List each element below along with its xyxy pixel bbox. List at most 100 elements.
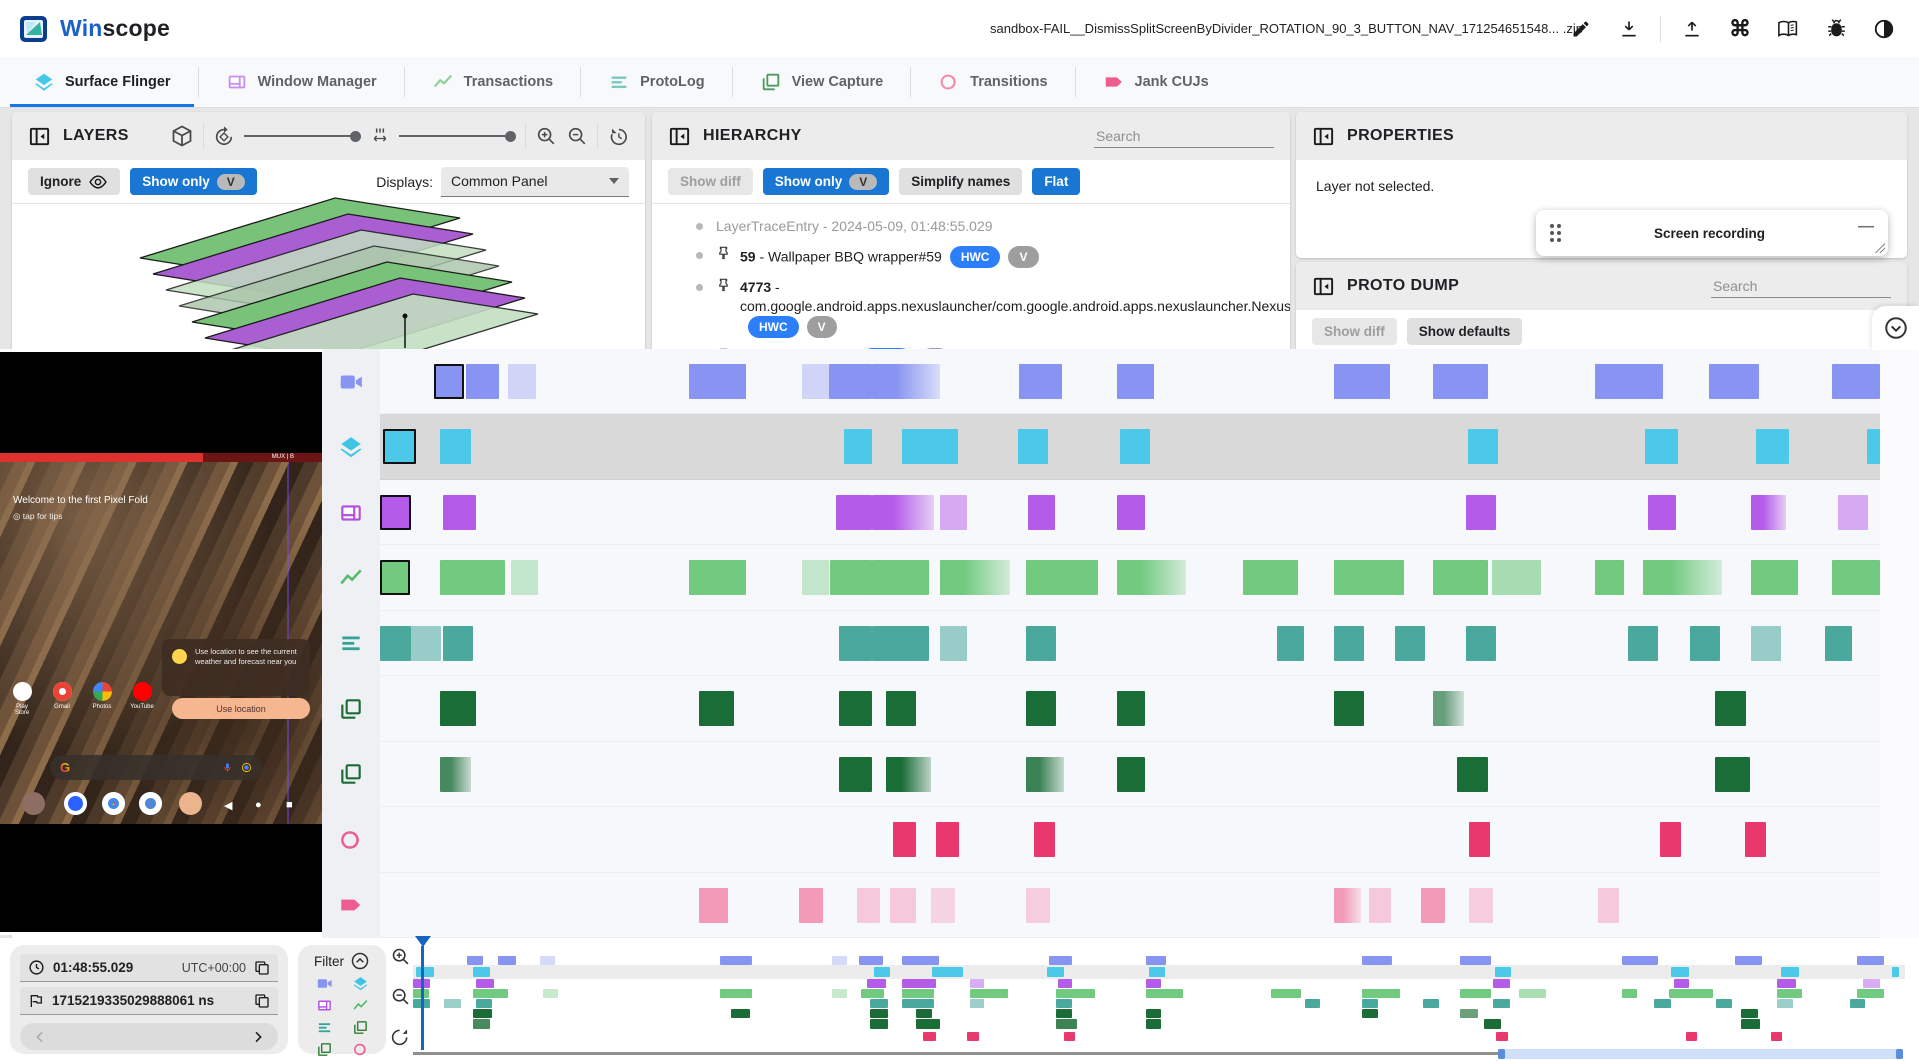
trace-entry-block[interactable] [1026,756,1064,792]
timeline-row-transitions[interactable] [380,807,1880,873]
trace-entry-block[interactable] [1277,625,1304,661]
timeline-row-transactions[interactable] [380,545,1880,611]
trace-entry-block[interactable] [872,364,940,399]
trace-entry-block[interactable] [1595,560,1624,596]
chevron-up-circle-icon[interactable] [350,951,370,971]
trace-entry-block[interactable] [1334,887,1361,923]
trace-entry-block[interactable] [872,560,929,596]
trace-entry-block[interactable] [1832,560,1880,596]
trace-entry-block[interactable] [1026,691,1057,727]
tab-jank-cujs[interactable]: Jank CUJs [1076,57,1236,107]
trace-entry-block[interactable] [1432,364,1489,399]
trace-entry-block[interactable] [1751,494,1786,530]
show-diff-button[interactable]: Show diff [1312,318,1397,345]
proto-dump-search-input[interactable] [1711,274,1891,298]
zoom-out-icon[interactable] [566,125,588,147]
trace-entry-block[interactable] [1647,494,1676,530]
zoom-out-icon[interactable] [390,986,411,1007]
pin-icon[interactable] [716,246,731,261]
collapse-panel-icon[interactable] [1312,275,1335,298]
tab-transactions[interactable]: Transactions [405,57,580,107]
filter-layers-toggle[interactable] [352,975,369,992]
trace-entry-block[interactable] [1457,756,1489,792]
ns-time-field[interactable]: 1715219335029888061 ns [20,987,278,1015]
pin-icon[interactable] [716,278,731,293]
trace-entry-block[interactable] [1595,364,1663,399]
trace-entry-block[interactable] [1116,560,1186,596]
trace-entry-block[interactable] [836,494,872,530]
trace-entry-block[interactable] [440,691,476,727]
trace-entry-block[interactable] [893,822,916,858]
report-bug-button[interactable] [1819,12,1853,46]
trace-entry-block[interactable] [1838,494,1868,530]
minimap-selection-range[interactable] [1498,1049,1903,1059]
trace-entry-block[interactable] [380,560,410,596]
download-traces-button[interactable] [1612,12,1646,46]
screen-recording-window[interactable]: Screen recording — [1536,210,1888,256]
trace-entry-block[interactable] [939,560,1010,596]
documentation-button[interactable] [1771,12,1805,46]
rail-icon-screen-recording[interactable] [322,349,380,414]
tree-item[interactable]: 4773 - com.google.android.apps.nexuslaun… [682,273,1290,343]
trace-entry-block[interactable] [872,625,929,661]
trace-entry-block[interactable] [507,364,536,399]
trace-entry-block[interactable] [1116,691,1145,727]
upload-traces-button[interactable] [1675,12,1709,46]
trace-entry-block[interactable] [801,364,829,399]
trace-entry-block[interactable] [440,756,472,792]
trace-entry-block[interactable] [1026,560,1099,596]
trace-entry-block[interactable] [890,887,916,923]
timeline-collapse-tab[interactable] [1872,306,1919,350]
trace-entry-block[interactable] [440,560,505,596]
timeline-row-surface-flinger[interactable] [380,414,1880,480]
trace-entry-block[interactable] [1421,887,1445,923]
trace-entry-block[interactable] [1116,756,1145,792]
drag-handle-icon[interactable] [1550,224,1561,242]
trace-entry-block[interactable] [1334,691,1364,727]
trace-entry-block[interactable] [1832,364,1880,399]
collapse-panel-icon[interactable] [28,125,51,148]
rail-icon-view-capture-2[interactable] [322,742,380,807]
trace-entry-block[interactable] [442,625,473,661]
trace-entry-block[interactable] [1334,625,1364,661]
rail-icon-jank-cujs[interactable] [322,873,380,938]
trace-entry-block[interactable] [383,429,416,465]
trace-entry-block[interactable] [1709,364,1759,399]
trace-entry-block[interactable] [1334,560,1405,596]
timeline-row-jank-cujs[interactable] [380,873,1880,938]
trace-entry-block[interactable] [1751,625,1781,661]
trace-entry-block[interactable] [1627,625,1658,661]
trace-entry-block[interactable] [1368,887,1391,923]
trace-entry-block[interactable] [839,756,872,792]
trace-entry-block[interactable] [1715,691,1747,727]
trace-entry-block[interactable] [828,364,872,399]
trace-entry-block[interactable] [1432,691,1465,727]
trace-entry-block[interactable] [857,887,880,923]
rail-icon-view-capture-1[interactable] [322,676,380,741]
zoom-in-icon[interactable] [535,125,557,147]
trace-entry-block[interactable] [930,887,955,923]
minimize-icon[interactable]: — [1858,218,1874,235]
trace-entry-block[interactable] [411,625,442,661]
trace-entry-block[interactable] [1018,364,1063,399]
trace-entry-block[interactable] [689,560,746,596]
trace-entry-block[interactable] [1017,429,1048,465]
minimap-track[interactable] [413,1052,1498,1055]
tree-item[interactable]: 59 - Wallpaper BBQ wrapper#59 HWC V [682,241,1276,273]
trace-entry-block[interactable] [1715,756,1750,792]
rotation-slider[interactable] [244,130,361,142]
trace-entry-block[interactable] [689,364,746,399]
trace-entry-block[interactable] [465,364,499,399]
trace-entry-block[interactable] [1597,887,1619,923]
range-handle-right[interactable] [1896,1049,1903,1059]
filter-squares-toggle[interactable] [352,1019,369,1036]
trace-entry-block[interactable] [1824,625,1852,661]
trace-entry-block[interactable] [510,560,538,596]
timeline-row-screen-recording[interactable] [380,349,1880,415]
next-frame-button[interactable] [250,1029,266,1045]
show-defaults-button[interactable]: Show defaults [1406,318,1523,345]
timeline-minimap[interactable] [413,940,1905,1059]
rail-icon-transitions[interactable] [322,807,380,872]
trace-entry-block[interactable] [1466,625,1496,661]
collapse-panel-icon[interactable] [668,125,691,148]
